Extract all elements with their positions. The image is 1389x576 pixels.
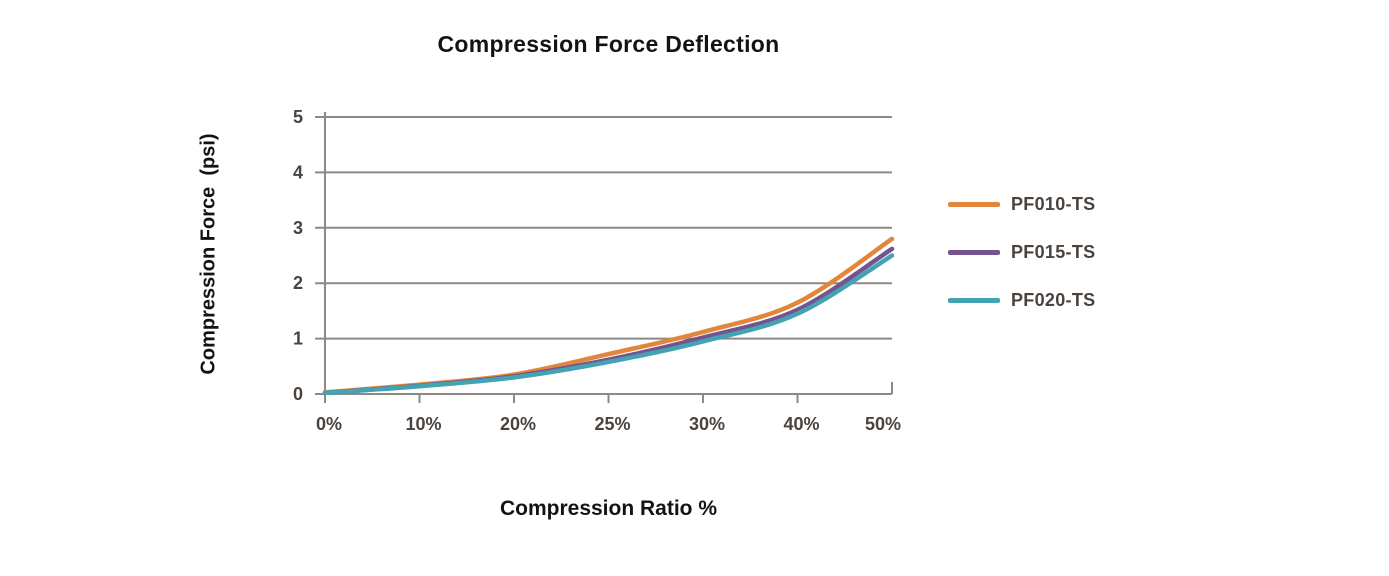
x-tick-label-40%: 40% xyxy=(783,414,819,434)
y-tick-label-5: 5 xyxy=(293,107,303,127)
x-tick-label-10%: 10% xyxy=(405,414,441,434)
series-line-pf020-ts xyxy=(322,253,895,396)
legend-swatch-pf010-ts xyxy=(948,202,1000,207)
legend-label-pf010-ts: PF010-TS xyxy=(1011,194,1096,214)
y-tick-label-1: 1 xyxy=(293,329,303,349)
legend-item-pf015-ts: PF015-TS xyxy=(948,239,1095,266)
y-tick-label-2: 2 xyxy=(293,273,303,293)
x-tick-label-30%: 30% xyxy=(689,414,725,434)
y-tick-label-4: 4 xyxy=(293,162,303,182)
legend-label-pf020-ts: PF020-TS xyxy=(1011,290,1096,310)
series-line-pf015-ts xyxy=(322,246,895,396)
y-tick-label-3: 3 xyxy=(293,218,303,238)
series-line-pf010-ts xyxy=(322,236,895,395)
legend-item-pf010-ts: PF010-TS xyxy=(948,191,1095,218)
legend: PF010-TS PF015-TS PF020-TS xyxy=(948,191,1095,335)
legend-swatch-pf020-ts xyxy=(948,298,1000,303)
chart-title: Compression Force Deflection xyxy=(437,31,780,57)
y-tick-label-0: 0 xyxy=(293,384,303,404)
legend-label-pf015-ts: PF015-TS xyxy=(1011,242,1096,262)
x-axis-title: Compression Ratio % xyxy=(499,497,718,520)
x-tick-label-20%: 20% xyxy=(500,414,536,434)
legend-item-pf020-ts: PF020-TS xyxy=(948,287,1095,314)
x-tick-label-25%: 25% xyxy=(594,414,630,434)
x-tick-label-50%: 50% xyxy=(865,414,901,434)
x-tick-label-0%: 0% xyxy=(316,414,342,434)
legend-swatch-pf015-ts xyxy=(948,250,1000,255)
